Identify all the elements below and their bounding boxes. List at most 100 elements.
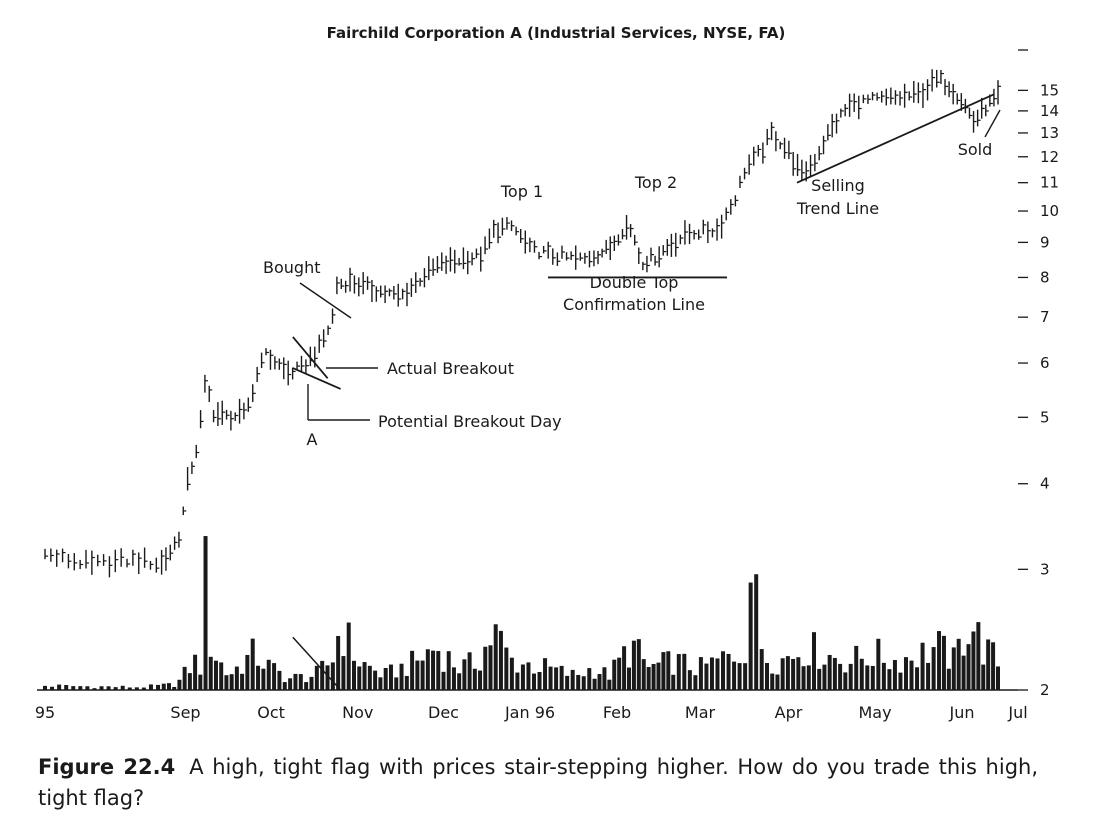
x-tick-label: Feb — [603, 703, 631, 722]
volume-bar — [415, 660, 420, 690]
volume-bar — [134, 687, 139, 690]
volume-bar — [946, 668, 951, 690]
volume-bar — [748, 582, 753, 690]
flag-lower — [292, 367, 341, 390]
volume-bar — [441, 671, 446, 690]
volume-bar — [177, 679, 182, 690]
volume-bar — [410, 650, 415, 690]
volume-bar — [198, 674, 203, 690]
volume-bar — [336, 635, 341, 690]
volume-bar — [981, 664, 986, 690]
volume-flag-line — [292, 636, 342, 691]
leader-sold — [984, 109, 1001, 138]
volume-bar — [559, 665, 564, 690]
volume-bar — [357, 666, 362, 690]
volume-bar — [50, 686, 55, 690]
price-axis: 2 3 4 5 6 7 8 9 10 11 12 13 14 15 — [1018, 49, 1059, 699]
volume-bar — [898, 672, 903, 690]
volume-bar — [504, 647, 509, 690]
volume-bar — [537, 672, 542, 690]
volume-bar — [193, 654, 198, 690]
volume-bar — [493, 624, 498, 690]
volume-bar — [909, 660, 914, 690]
volume-bar — [721, 651, 726, 690]
volume-bar — [775, 674, 780, 690]
y-tick-label: 12 — [1040, 148, 1059, 166]
volume-bar — [966, 644, 971, 690]
y-tick-label: 3 — [1040, 560, 1050, 578]
volume-bar — [436, 651, 441, 690]
volume-bar — [817, 668, 822, 690]
volume-bar — [812, 632, 816, 690]
x-tick-label: Nov — [342, 703, 373, 722]
volume-bar — [229, 674, 234, 690]
volume-bar — [99, 686, 104, 690]
annotation-double-top-line-1: Double Top — [590, 273, 679, 292]
volume-bar — [554, 667, 559, 690]
flag-upper — [292, 336, 329, 379]
volume-bar — [726, 653, 731, 690]
volume-bar — [693, 675, 698, 690]
volume-bar — [641, 659, 646, 690]
y-tick-label: 8 — [1040, 268, 1050, 286]
volume-bar — [388, 664, 393, 690]
y-tick-label: 6 — [1040, 354, 1050, 372]
x-axis: 95 Sep Oct Nov Dec Jan 96 Feb Mar Apr May Jun Jul — [35, 703, 1028, 722]
volume-bar — [314, 665, 319, 690]
volume-bar — [325, 665, 330, 690]
volume-bar — [737, 663, 742, 690]
annotation-potential-breakout-day: Potential Breakout Day — [378, 412, 562, 431]
volume-bar — [106, 686, 111, 690]
annotation-bought: Bought — [263, 258, 320, 277]
volume-bar — [219, 662, 224, 690]
x-tick-label: May — [858, 703, 891, 722]
volume-bar — [854, 645, 859, 690]
volume-bar — [341, 656, 346, 690]
volume-bar — [467, 652, 472, 690]
volume-bar — [367, 665, 372, 690]
volume-bar — [612, 659, 617, 690]
volume-bar — [676, 654, 681, 690]
volume-bar — [785, 656, 790, 690]
volume-bar — [78, 686, 83, 690]
volume-bar — [515, 672, 520, 690]
y-tick-label: 9 — [1040, 233, 1050, 251]
figure: Fairchild Corporation A (Industrial Serv… — [35, 24, 1059, 722]
volume-bar — [304, 682, 309, 690]
volume-bar — [765, 663, 770, 690]
selling-trend-line — [796, 93, 995, 184]
volume-bar — [346, 622, 351, 690]
volume-bar — [282, 682, 287, 690]
volume-bar — [698, 657, 703, 690]
volume-bar — [548, 666, 553, 690]
volume-bar — [509, 657, 514, 690]
volume-bar — [656, 662, 661, 690]
volume-bar — [64, 685, 69, 690]
volume-bar — [832, 657, 837, 690]
annotation-actual-breakout: Actual Breakout — [387, 359, 514, 378]
volume-bar — [127, 687, 132, 690]
volume-bar — [420, 660, 425, 690]
volume-bar — [148, 684, 153, 690]
volume-bar — [666, 651, 671, 690]
volume-bar — [796, 657, 801, 690]
volume-bar — [597, 674, 602, 690]
price-series — [44, 69, 1001, 578]
volume-bar — [373, 670, 378, 690]
volume-bar — [362, 662, 367, 690]
annotation-selling-line-1: Selling — [811, 176, 865, 195]
volume-bar — [213, 660, 218, 690]
x-tick-label: Apr — [775, 703, 803, 722]
volume-bar — [622, 646, 627, 690]
volume-bar — [272, 663, 277, 690]
volume-bar — [651, 663, 656, 690]
chart-title: Fairchild Corporation A (Industrial Serv… — [326, 24, 786, 42]
volume-bar — [602, 667, 607, 690]
volume-bar — [298, 674, 303, 690]
volume-bar — [43, 685, 47, 690]
volume-bar — [288, 678, 293, 690]
y-tick-label: 15 — [1040, 81, 1059, 99]
volume-bar — [277, 670, 282, 690]
y-tick-label: 10 — [1040, 202, 1059, 220]
volume-bar — [920, 642, 925, 690]
